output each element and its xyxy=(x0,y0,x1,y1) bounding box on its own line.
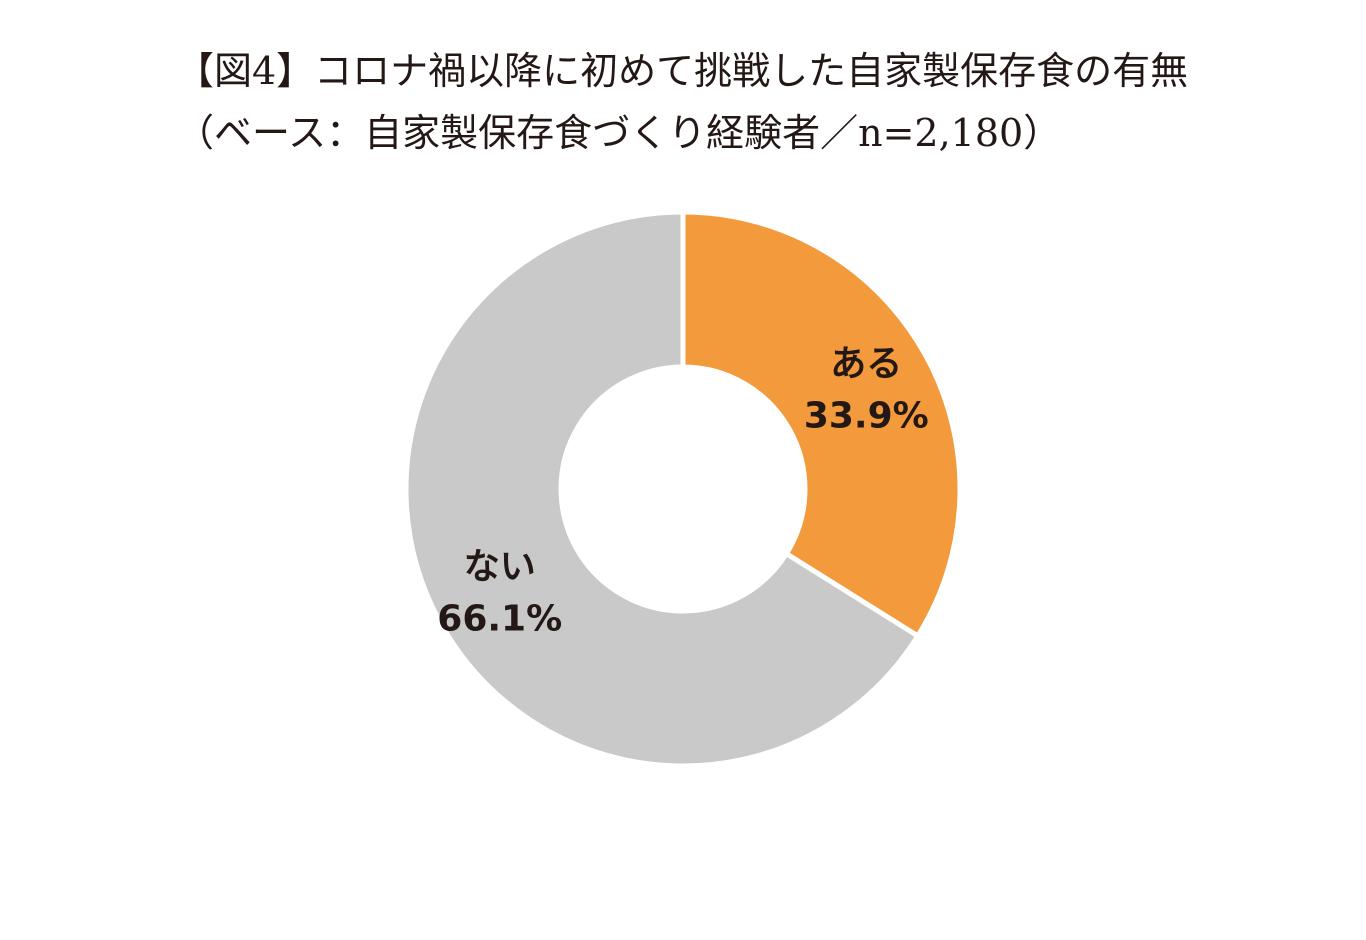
slice-value-label: 33.9% xyxy=(804,395,929,436)
chart-subtitle: （ベース：自家製保存食づくり経験者／n=2,180） xyxy=(176,111,1062,155)
slice-value-label: 66.1% xyxy=(437,599,562,640)
chart-title-block: 【図4】コロナ禍以降に初めて挑戦した自家製保存食の有無 （ベース：自家製保存食づ… xyxy=(176,40,1326,164)
slice-category-label: ある xyxy=(830,343,902,384)
slice-labels: ある 33.9% ない 66.1% xyxy=(437,343,928,639)
slice-aru xyxy=(680,209,963,640)
chart-title: 【図4】コロナ禍以降に初めて挑戦した自家製保存食の有無 xyxy=(176,49,1189,93)
slice-nai xyxy=(403,209,922,769)
slice-category-label: ない xyxy=(464,547,536,588)
donut-slices xyxy=(403,209,963,769)
